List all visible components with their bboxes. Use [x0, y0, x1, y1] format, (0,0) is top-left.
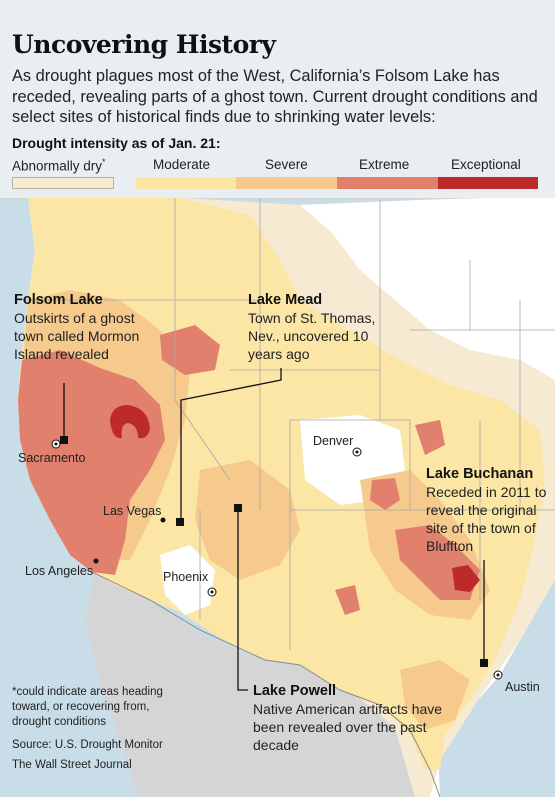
legend-label-extreme: Extreme	[359, 157, 410, 172]
intro-text: As drought plagues most of the West, Cal…	[12, 67, 538, 126]
legend-label-abnormally-dry: Abnormally dry*	[12, 157, 106, 174]
drought-exceptional-oklahoma	[452, 565, 480, 592]
legend-swatch-exceptional	[438, 177, 538, 189]
legend-label-severe: Severe	[265, 157, 308, 172]
baja-peninsula	[88, 575, 170, 797]
city-label-los-angeles: Los Angeles	[25, 564, 94, 578]
legend-swatch-abnormally-dry	[12, 177, 114, 189]
legend-title: Drought intensity as of Jan. 21:	[12, 135, 221, 151]
drought-extreme-colorado-ne	[370, 478, 400, 510]
annotation-lake-mead: Lake Mead Town of St. Thomas, Nev., unco…	[248, 291, 398, 363]
source-credit: Source: U.S. Drought Monitor	[12, 739, 163, 751]
annotation-lake-buchanan-text: Receded in 2011 to reveal the original s…	[426, 484, 547, 554]
folsom-lake-marker	[60, 436, 68, 444]
city-dot-los-angeles	[93, 558, 99, 564]
page-title: Uncovering History	[12, 30, 276, 59]
capital-marker-phoenix	[207, 587, 217, 597]
us-border	[91, 571, 441, 797]
city-label-phoenix: Phoenix	[163, 570, 209, 584]
state-borders	[22, 198, 555, 650]
city-label-las-vegas: Las Vegas	[103, 504, 162, 518]
lake-powell-marker	[234, 504, 242, 512]
footnote: *could indicate areas heading toward, or…	[12, 686, 163, 728]
capital-marker-austin	[493, 670, 503, 680]
annotation-lake-mead-text: Town of St. Thomas, Nev., uncovered 10 y…	[248, 310, 376, 362]
annotation-lake-mead-name: Lake Mead	[248, 292, 323, 308]
no-drought-arizona	[160, 545, 215, 615]
city-label-sacramento: Sacramento	[18, 451, 86, 465]
annotation-folsom-lake-text: Outskirts of a ghost town called Mormon …	[14, 310, 140, 362]
city-label-denver: Denver	[313, 434, 354, 448]
drought-extreme-texas	[335, 585, 360, 615]
annotation-lake-buchanan: Lake Buchanan Receded in 2011 to reveal …	[426, 465, 554, 555]
drought-exceptional-nevada	[110, 405, 150, 439]
header-panel	[0, 0, 555, 198]
annotation-lake-powell-text: Native American artifacts have been reve…	[253, 701, 443, 753]
drought-severe-southwest	[195, 460, 300, 580]
legend-label-moderate: Moderate	[153, 157, 211, 172]
capital-marker-denver	[352, 447, 362, 457]
leader-lines	[63, 368, 485, 691]
lake-buchanan-marker	[480, 659, 488, 667]
drought-extreme-kansas	[415, 420, 445, 455]
legend-swatch-severe	[236, 177, 337, 189]
annotation-lake-powell-name: Lake Powell	[253, 683, 337, 699]
city-label-austin: Austin	[505, 680, 540, 694]
lake-mead-marker	[176, 518, 184, 526]
annotation-lake-buchanan-name: Lake Buchanan	[426, 466, 534, 482]
legend-swatch-moderate	[136, 177, 236, 189]
annotation-folsom-lake-name: Folsom Lake	[14, 292, 103, 308]
city-dot-las-vegas	[160, 517, 166, 523]
publisher-credit: The Wall Street Journal	[12, 759, 132, 771]
annotation-lake-powell: Lake Powell Native American artifacts ha…	[253, 682, 453, 754]
legend-label-exceptional: Exceptional	[451, 157, 521, 172]
mexico-landmass	[85, 570, 440, 797]
drought-severe-texas	[400, 660, 470, 730]
capital-marker-sacramento	[51, 439, 61, 449]
legend-swatch-extreme	[337, 177, 438, 189]
annotation-folsom-lake: Folsom Lake Outskirts of a ghost town ca…	[14, 291, 164, 363]
